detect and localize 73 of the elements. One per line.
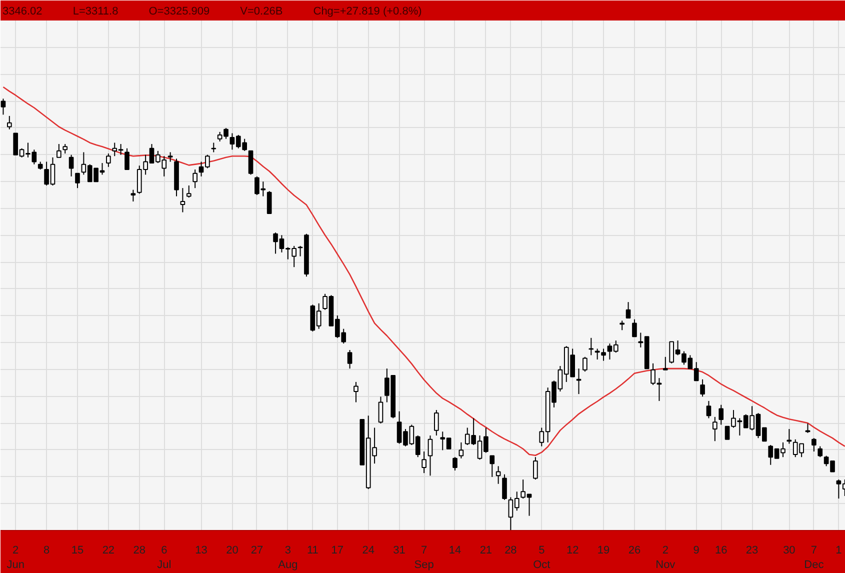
candlestick [428, 435, 433, 476]
candlestick [718, 404, 724, 426]
x-tick-label: 30 [783, 544, 796, 556]
candlestick [124, 148, 130, 170]
x-tick-label: 6 Jul [157, 544, 172, 571]
x-tick-label: 22 [102, 544, 115, 556]
candlestick [490, 455, 495, 478]
candlestick [347, 350, 352, 370]
candlestick [168, 152, 173, 162]
candlestick [266, 190, 272, 214]
candlestick [452, 456, 458, 471]
candlestick [458, 442, 464, 459]
x-tick-label: 17 [331, 544, 344, 556]
candlestick [378, 396, 384, 424]
x-tick-label: 24 [362, 544, 374, 556]
candlestick [818, 446, 823, 458]
x-tick-label: 26 [628, 544, 641, 556]
candlestick [0, 98, 6, 116]
candlestick [502, 474, 507, 500]
x-tick-label: 20 [226, 544, 238, 556]
x-tick-label: 5 Oct [533, 544, 550, 571]
x-tick-label: 28 [504, 544, 517, 556]
candlestick [620, 320, 625, 331]
candlestick [533, 456, 538, 480]
x-tick-label: 2 Nov [656, 544, 676, 571]
candlestick [192, 169, 198, 189]
x-tick-label: 15 [71, 544, 84, 556]
candlestick [354, 381, 358, 403]
candlestick [56, 144, 62, 158]
candlestick [706, 400, 712, 419]
x-tick-label: 23 [746, 544, 758, 556]
candlestick [582, 356, 588, 372]
x-tick-label: 16 [714, 544, 728, 556]
x-tick-label: 13 [195, 544, 208, 556]
candlestick [712, 416, 718, 442]
x-tick-label: 28 [133, 544, 146, 556]
x-tick-label: 8 [43, 544, 50, 556]
candlestick [836, 479, 842, 500]
candlestick [805, 422, 810, 434]
x-tick-label: 19 [597, 544, 610, 556]
candlestick [812, 438, 816, 452]
candlestick [601, 348, 606, 362]
candlestick [186, 184, 192, 198]
candlestick [786, 428, 792, 444]
candlestick [422, 450, 426, 474]
x-tick-label: 2 Jun [6, 544, 24, 571]
candlestick [211, 142, 216, 153]
x-tick-label: 11 [306, 544, 318, 556]
candlestick [75, 172, 80, 189]
text: 3346.02 L=3311.8 O=3325.909 V=0.26B Chg=+27.819 (+0.8%) [2, 6, 422, 18]
x-tick-label: 31 [393, 544, 406, 556]
x-tick-label: 21 [480, 544, 492, 556]
candlestick [6, 115, 12, 130]
x-tick-label: 12 [566, 544, 579, 556]
candlestick [700, 378, 705, 398]
candlestick [106, 153, 111, 168]
x-tick-label: 9 [693, 544, 700, 556]
x-tick-label: 3 Aug [278, 544, 298, 571]
candlestick [626, 302, 631, 319]
candlestick [662, 356, 668, 370]
candlestick [130, 189, 136, 202]
candlestick [68, 154, 74, 177]
candlestick [180, 188, 186, 213]
candlestick [632, 318, 637, 338]
candlestick [248, 150, 254, 176]
x-tick-label: 27 [250, 544, 264, 556]
candlestick [588, 337, 594, 356]
candlestick [434, 410, 439, 436]
x-tick-label: 14 [448, 544, 462, 556]
x-tick-label: 7 Dec [804, 544, 824, 571]
x-tick-label: 7 Sep [414, 544, 434, 571]
candlestick [62, 144, 68, 154]
x-tick-label: 1 [836, 544, 842, 556]
